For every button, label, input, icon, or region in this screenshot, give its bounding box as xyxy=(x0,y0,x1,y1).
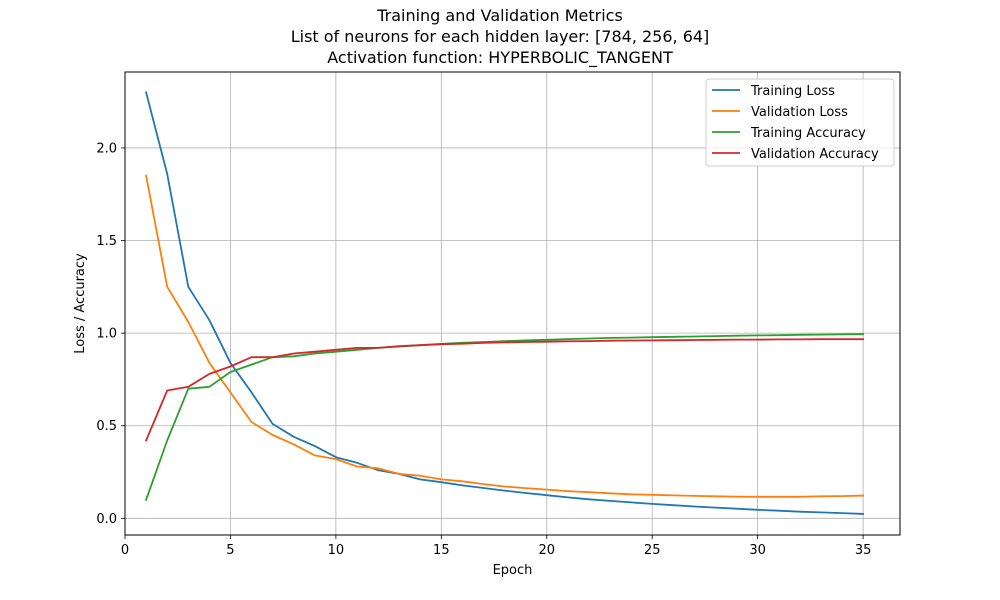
y-axis-label: Loss / Accuracy xyxy=(73,253,88,354)
x-tick-label: 35 xyxy=(855,543,872,558)
chart-title-line-3: Activation function: HYPERBOLIC_TANGENT xyxy=(327,48,673,67)
axis-ticks: 0 5 10 15 20 25 30 35 0.0 0.5 1.0 1.5 2.0 xyxy=(96,141,871,558)
x-tick-label: 20 xyxy=(538,543,555,558)
legend-label-validation-loss: Validation Loss xyxy=(751,105,848,120)
y-tick-label: 0.0 xyxy=(96,512,117,527)
y-tick-label: 0.5 xyxy=(96,419,117,434)
y-tick-label: 2.0 xyxy=(96,141,117,156)
legend: Training Loss Validation Loss Training Acc… xyxy=(705,78,895,167)
chart-title-line-2: List of neurons for each hidden layer: [… xyxy=(290,27,710,46)
chart-title-line-1: Training and Validation Metrics xyxy=(377,6,623,25)
series-line-validation-accuracy xyxy=(144,338,864,442)
legend-label-training-accuracy: Training Accuracy xyxy=(750,126,866,141)
legend-label-validation-accuracy: Validation Accuracy xyxy=(751,147,879,162)
x-tick-label: 10 xyxy=(328,543,345,558)
x-tick-label: 0 xyxy=(121,543,129,558)
plot-frame xyxy=(124,71,901,536)
x-tick-label: 25 xyxy=(644,543,661,558)
series-line-validation-loss xyxy=(145,174,865,498)
series-lines xyxy=(144,91,865,515)
x-tick-label: 5 xyxy=(226,543,234,558)
y-tick-label: 1.0 xyxy=(96,327,117,342)
series-line-training-accuracy xyxy=(144,333,865,501)
x-tick-label: 15 xyxy=(433,543,450,558)
x-tick-label: 30 xyxy=(749,543,766,558)
series-line-training-loss xyxy=(145,91,865,515)
legend-box xyxy=(705,78,895,167)
y-tick-label: 1.5 xyxy=(96,234,117,249)
x-axis-label: Epoch xyxy=(493,563,533,578)
legend-label-training-loss: Training Loss xyxy=(750,84,835,99)
